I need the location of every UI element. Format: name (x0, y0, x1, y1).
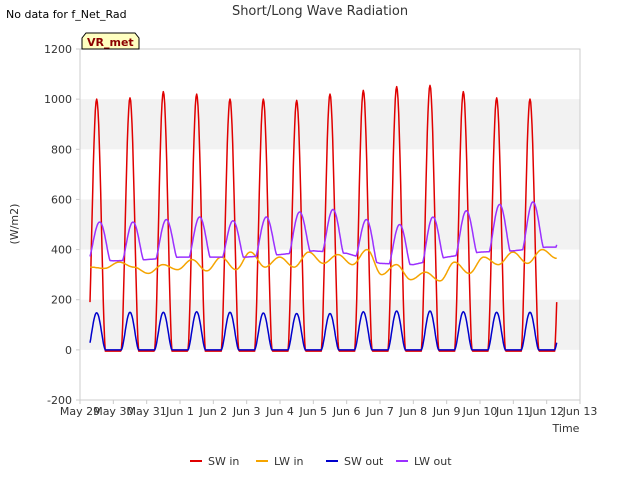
y-tick-label: 1200 (44, 43, 72, 56)
legend-label-sw-in: SW in (208, 455, 239, 468)
badge-label: VR_met (87, 36, 134, 49)
x-tick-label: Jun 2 (198, 405, 227, 418)
y-tick-label: 800 (51, 143, 72, 156)
vr-met-badge: VR_met (81, 32, 140, 50)
series-line-sw-in (89, 84, 558, 352)
x-tick-label: Jun 5 (298, 405, 327, 418)
y-axis-ticks: -200 0 200 400 600 800 1000 1200 (44, 43, 80, 407)
x-tick-label: Jun 11 (495, 405, 531, 418)
x-tick-label: Jun 13 (562, 405, 598, 418)
y-axis-title: (W/m2) (8, 204, 21, 245)
series-line-lw-in (89, 248, 557, 282)
x-tick-label: Jun 10 (462, 405, 498, 418)
x-tick-label: Jun 6 (332, 405, 361, 418)
no-data-note: No data for f_Net_Rad (6, 8, 127, 21)
legend-label-lw-out: LW out (414, 455, 452, 468)
x-tick-label: May 30 (93, 405, 133, 418)
grid-band (80, 299, 580, 350)
y-tick-label: 1000 (44, 93, 72, 106)
x-tick-label: Jun 9 (432, 405, 461, 418)
grid-band (80, 99, 580, 150)
y-tick-label: 400 (51, 244, 72, 257)
x-tick-label: Jun 3 (232, 405, 261, 418)
y-tick-label: 200 (51, 294, 72, 307)
x-tick-label: Jun 8 (398, 405, 427, 418)
badge-shape (81, 32, 140, 50)
x-tick-label: Jun 1 (165, 405, 194, 418)
legend-label-lw-in: LW in (274, 455, 304, 468)
plot-frame (79, 48, 581, 401)
x-tick-label: May 31 (127, 405, 167, 418)
series-line-lw-out (89, 201, 558, 266)
x-tick-label: Jun 12 (528, 405, 564, 418)
x-tick-label: Jun 4 (265, 405, 294, 418)
series-line-sw-out (89, 310, 558, 351)
x-tick-label: Jun 7 (365, 405, 394, 418)
x-axis-title: Time (552, 422, 580, 435)
y-tick-label: -200 (47, 394, 72, 407)
legend-label-sw-out: SW out (344, 455, 384, 468)
legend: SW in LW in SW out LW out (190, 455, 452, 468)
chart-title: Short/Long Wave Radiation (232, 4, 408, 19)
y-tick-label: 0 (65, 344, 72, 357)
y-tick-label: 600 (51, 193, 72, 206)
series-lines (89, 84, 558, 352)
x-tick-label: May 29 (60, 405, 100, 418)
